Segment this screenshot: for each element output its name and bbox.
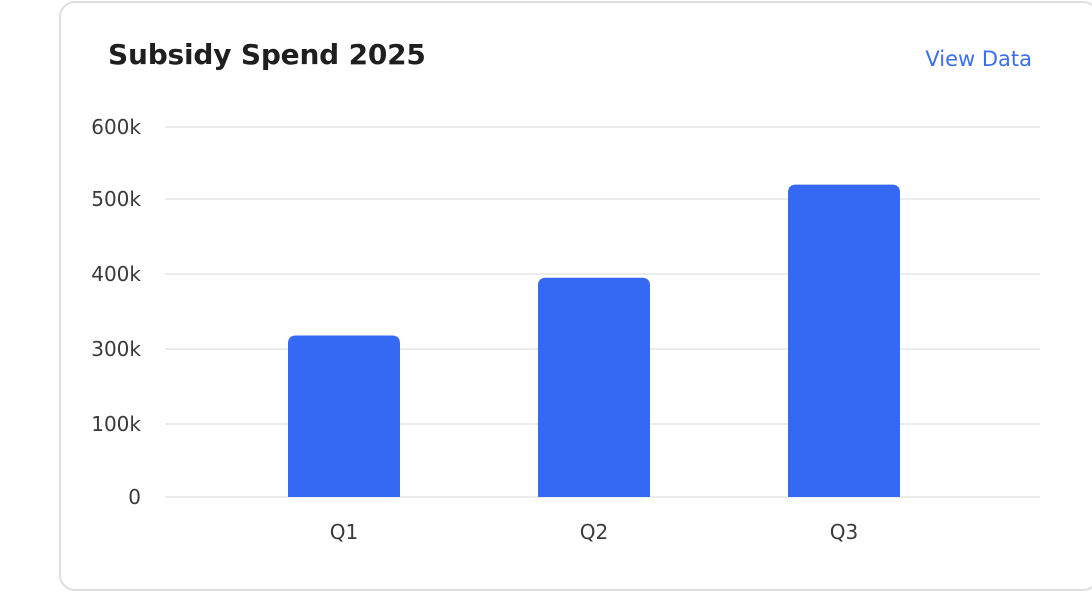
bar-q2[interactable] xyxy=(538,277,650,497)
view-data-link[interactable]: View Data xyxy=(925,47,1032,71)
chart-title: Subsidy Spend 2025 xyxy=(108,38,426,71)
y-tick-label: 300k xyxy=(91,337,141,361)
y-tick-label: 500k xyxy=(91,187,141,211)
y-tick-label: 400k xyxy=(91,262,141,286)
y-tick-label: 0 xyxy=(128,485,141,509)
x-axis-tick-labels: Q1 Q2 Q3 xyxy=(330,520,858,544)
bar-q1[interactable] xyxy=(288,335,400,498)
bar-q3[interactable] xyxy=(788,184,900,497)
x-tick-label: Q2 xyxy=(580,520,608,544)
y-axis-tick-labels: 0 100k 300k 400k 500k 600k xyxy=(91,115,141,509)
y-tick-label: 600k xyxy=(91,115,141,139)
x-tick-label: Q1 xyxy=(330,520,358,544)
bars xyxy=(288,184,900,498)
x-tick-label: Q3 xyxy=(830,520,858,544)
y-tick-label: 100k xyxy=(91,412,141,436)
